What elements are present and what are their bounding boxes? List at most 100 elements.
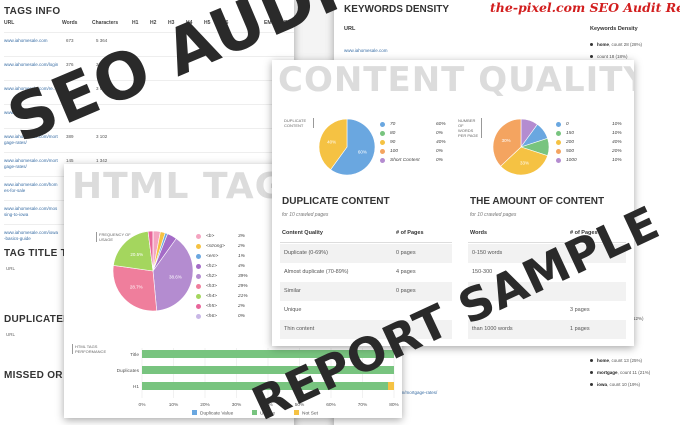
legend-label: 80 xyxy=(390,131,396,136)
tags-pie-chart: 38.6% 28.7% 20.5% xyxy=(112,230,194,312)
cq-legend-item: 150 10% xyxy=(556,131,626,137)
keyword-word: home xyxy=(597,358,610,363)
x-tick-label: 70% xyxy=(358,402,368,408)
row-value: 4 pages xyxy=(396,269,416,275)
bullet-icon xyxy=(590,383,593,387)
pie-slice xyxy=(492,118,522,167)
legend-swatch xyxy=(556,122,561,127)
cq-legend-item: 200 40% xyxy=(556,140,626,146)
row-url[interactable]: www.iahomesale.com xyxy=(4,38,48,43)
col-h6: H6 xyxy=(222,20,229,26)
cq-legend-item: Short Content 0% xyxy=(380,158,450,164)
col-h5: H5 xyxy=(204,20,211,26)
legend-pct: 20% xyxy=(612,149,622,154)
row-url[interactable]: www.iahomesale.com/iowa -basics-guide xyxy=(4,230,59,241)
pie-slice-label: 38.6% xyxy=(169,275,182,280)
dup-content-subtitle: for 10 crawled pages xyxy=(282,212,329,218)
amount-content-subtitle: for 10 crawled pages xyxy=(470,212,517,218)
legend-label: <h4> xyxy=(206,294,217,299)
legend-swatch xyxy=(196,254,201,259)
words-pie-label: NUMBER OF WORDS PER PAGE xyxy=(458,118,482,138)
col-h1: H1 xyxy=(132,20,139,26)
row-url[interactable]: www.iahomesale.com/mos sing-to-iowa xyxy=(4,206,58,217)
section-title-missed: MISSED OR BLA xyxy=(4,370,88,381)
legend-label: <em> xyxy=(206,254,219,259)
pie-slice xyxy=(112,265,158,312)
row-label: 150-300 xyxy=(472,269,493,275)
bullet-icon xyxy=(590,55,593,59)
legend-swatch xyxy=(556,140,561,145)
keyword-count: , count 28 (28%) xyxy=(609,42,643,47)
legend-swatch xyxy=(380,131,385,136)
col-pages: # of Pages xyxy=(570,230,598,236)
legend-label: 500 xyxy=(566,149,575,154)
duplicate-pie-chart: 60% 40% xyxy=(318,118,376,176)
legend-swatch xyxy=(196,314,201,319)
legend-pct: 4% xyxy=(238,264,245,269)
tags-info-row: www.iahomesale.com/mort gage-rates/389 3 … xyxy=(4,128,294,146)
bar-category-label: H1 xyxy=(133,384,139,390)
table-header: Content Quality # of Pages xyxy=(280,224,452,243)
x-tick-label: 30% xyxy=(232,402,242,408)
legend-pct: 2% xyxy=(238,244,245,249)
kd-col-url: URL xyxy=(344,26,356,32)
legend-swatch xyxy=(196,244,201,249)
legend-label: <h6> xyxy=(206,314,217,319)
table-row xyxy=(468,282,626,301)
table-row: Similar 0 pages xyxy=(280,282,452,301)
keyword-item: iowa, count 10 (19%) xyxy=(590,382,640,387)
tags-info-header: URL Words Characters H1 H2 H3 H4 H5 H6 E… xyxy=(4,20,294,30)
legend-pct: 0% xyxy=(436,158,443,163)
col-url: URL xyxy=(4,20,15,26)
tags-info-title: TAGS INFO xyxy=(4,6,61,17)
row-value: 3 pages xyxy=(570,307,590,313)
tags-legend-item: <strong> 2% xyxy=(196,244,256,250)
kd-last-url: om/mortgage-rates/ xyxy=(398,390,438,395)
row-words: 389 xyxy=(66,134,74,139)
row-url[interactable]: www.iahomesale.com/... xyxy=(4,110,53,115)
bar-legend-swatch xyxy=(294,410,299,415)
pie-slice-label: 30% xyxy=(502,138,511,143)
legend-swatch xyxy=(556,158,561,163)
row-url[interactable]: www.iahomesale.com/re... xyxy=(4,86,57,91)
row-url[interactable]: www.iahomesale.com/mort gage-rates/ xyxy=(4,158,58,169)
row-characters: 3 824 xyxy=(96,62,108,67)
row-label: Thin content xyxy=(284,326,315,332)
tags-info-row: www.iahomesale.com/re... 3 023 xyxy=(4,80,294,98)
keyword-item: home, count 13 (25%) xyxy=(590,358,642,363)
amount-content-title: THE AMOUNT OF CONTENT xyxy=(470,196,605,207)
cq-legend-item: 0 10% xyxy=(556,122,626,128)
row-url[interactable]: www.iahomesale.com/hom es-for-sale xyxy=(4,182,58,193)
pie-slice-label: 20.5% xyxy=(130,252,143,257)
legend-swatch xyxy=(196,264,201,269)
legend-label: 70 xyxy=(390,122,396,127)
kd-first-url: www.iahomesale.com xyxy=(344,48,388,53)
bar-legend-label: Duplicate Value xyxy=(200,411,234,417)
bar-unique xyxy=(142,350,394,358)
legend-label: <h1> xyxy=(206,264,217,269)
legend-pct: 10% xyxy=(612,131,622,136)
pie-slice xyxy=(330,118,376,176)
row-characters: 1 342 xyxy=(96,158,108,163)
legend-label: <h3> xyxy=(206,284,217,289)
row-url[interactable]: www.iahomesale.com/login xyxy=(4,62,59,67)
row-words: 673 xyxy=(66,38,74,43)
bar-unique xyxy=(142,382,388,390)
row-label: Similar xyxy=(284,288,301,294)
row-url[interactable]: www.iahomesale.com/mort gage-rates/ xyxy=(4,134,58,145)
row-words: 376 xyxy=(66,62,74,67)
row-words: 145 xyxy=(66,158,74,163)
legend-label: Short Content xyxy=(390,158,420,163)
legend-swatch xyxy=(380,158,385,163)
tags-performance-chart: 0% 10% 20% 30% 40% 50% 60% 70% 80% Title Duplicate… xyxy=(117,348,400,417)
cq-legend-item: 1000 10% xyxy=(556,158,626,164)
table-row: Almost duplicate (70-89%) 4 pages xyxy=(280,263,452,282)
cq-legend-item: 500 20% xyxy=(556,149,626,155)
pie-slice xyxy=(318,118,348,171)
cq-legend-item: 70 60% xyxy=(380,122,450,128)
table-row: than 1000 words 1 pages xyxy=(468,320,626,339)
tags-legend-item: <em> 1% xyxy=(196,254,256,260)
table-row: 0-150 words xyxy=(468,244,626,263)
legend-label: <b> xyxy=(206,234,215,239)
